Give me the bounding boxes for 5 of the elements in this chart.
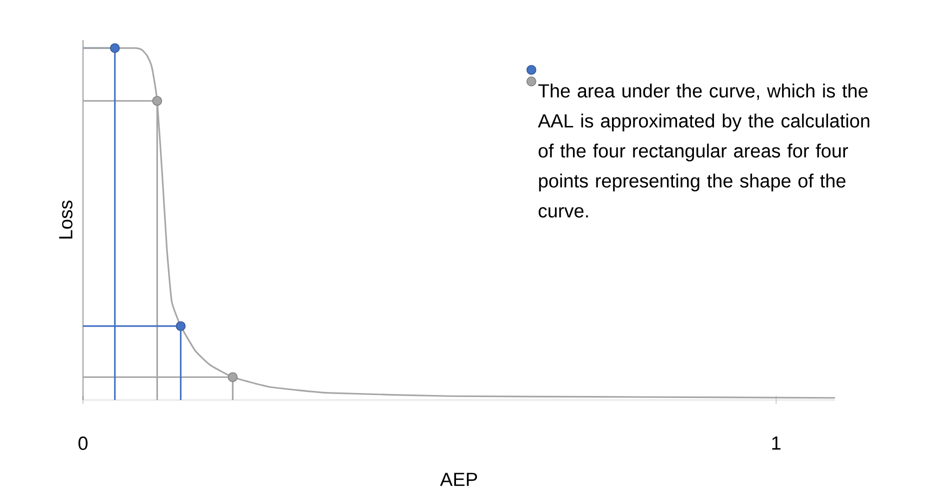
x-axis-title: AEP bbox=[440, 472, 478, 486]
x-tick-label: 0 bbox=[78, 436, 88, 450]
x-tick-label: 1 bbox=[772, 436, 780, 450]
legend-label: The area under the curve, which is the AAL is approximated by the calculation of the four rectangular areas for four points representing the shape of the curve. bbox=[538, 84, 870, 218]
y-axis-title: Loss bbox=[59, 200, 72, 239]
